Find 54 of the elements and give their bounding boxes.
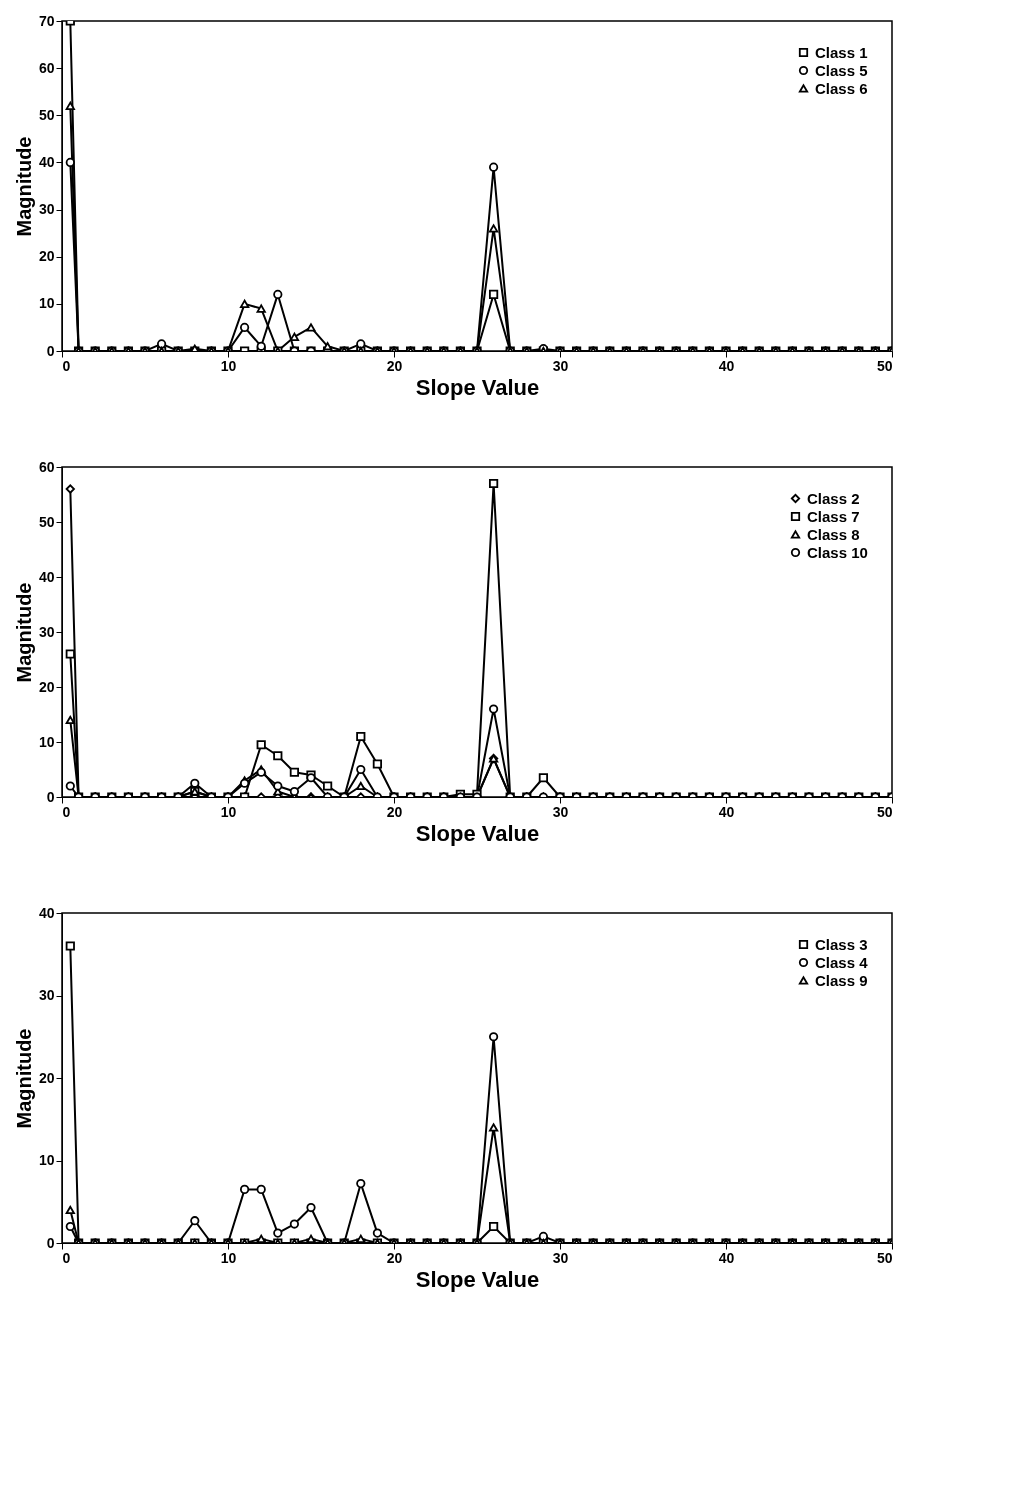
x-tick-label: 0 — [62, 1249, 71, 1266]
legend-label: Class 3 — [815, 935, 868, 953]
x-tick-label: 10 — [220, 1249, 237, 1266]
y-tick-label: 60 — [38, 59, 55, 76]
y-tick-label: 40 — [38, 153, 55, 170]
x-axis-title: Slope Value — [415, 820, 540, 846]
legend-label: Class 6 — [815, 79, 868, 97]
x-tick-label: 10 — [220, 357, 237, 374]
y-tick-label: 20 — [38, 1069, 55, 1086]
x-tick-label: 20 — [386, 803, 403, 820]
y-tick-label: 50 — [38, 513, 55, 530]
x-axis-title: Slope Value — [415, 374, 540, 400]
legend-label: Class 7 — [807, 507, 860, 525]
x-tick-label: 30 — [552, 357, 569, 374]
y-axis-title: Magnitude — [12, 582, 35, 683]
x-axis-title: Slope Value — [415, 1266, 540, 1292]
legend-label: Class 9 — [815, 971, 868, 989]
x-tick-label: 0 — [62, 357, 71, 374]
y-tick-label: 30 — [38, 987, 55, 1003]
y-tick-label: 10 — [38, 1152, 55, 1168]
x-tick-label: 20 — [386, 357, 403, 374]
y-tick-label: 0 — [46, 342, 55, 359]
y-tick-label: 10 — [38, 733, 55, 750]
y-tick-label: 60 — [38, 458, 55, 475]
y-tick-label: 30 — [38, 623, 55, 640]
y-tick-label: 20 — [38, 678, 55, 695]
y-tick-label: 30 — [38, 201, 55, 218]
x-tick-label: 50 — [876, 357, 893, 374]
x-tick-label: 50 — [876, 1249, 893, 1266]
x-tick-label: 40 — [718, 357, 735, 374]
legend-label: Class 4 — [815, 953, 869, 971]
y-axis-title: Magnitude — [12, 1028, 35, 1129]
y-tick-label: 50 — [38, 106, 55, 123]
x-tick-label: 40 — [718, 1249, 735, 1266]
x-tick-label: 50 — [876, 803, 893, 820]
legend-label: Class 5 — [815, 61, 868, 79]
x-tick-label: 30 — [552, 803, 569, 820]
y-tick-label: 0 — [46, 1234, 55, 1251]
y-tick-label: 70 — [38, 12, 55, 29]
x-tick-label: 20 — [386, 1249, 403, 1266]
x-tick-label: 0 — [62, 803, 71, 820]
x-tick-label: 30 — [552, 1249, 569, 1266]
y-tick-label: 0 — [46, 788, 55, 805]
legend-label: Class 2 — [807, 489, 860, 507]
legend-label: Class 10 — [807, 543, 868, 561]
legend-label: Class 8 — [807, 525, 860, 543]
x-tick-label: 40 — [718, 803, 735, 820]
y-tick-label: 40 — [38, 568, 55, 585]
y-tick-label: 10 — [38, 295, 55, 312]
y-axis-title: Magnitude — [12, 136, 35, 237]
y-tick-label: 40 — [38, 904, 55, 921]
y-tick-label: 20 — [38, 248, 55, 265]
x-tick-label: 10 — [220, 803, 237, 820]
legend-label: Class 1 — [815, 43, 868, 61]
